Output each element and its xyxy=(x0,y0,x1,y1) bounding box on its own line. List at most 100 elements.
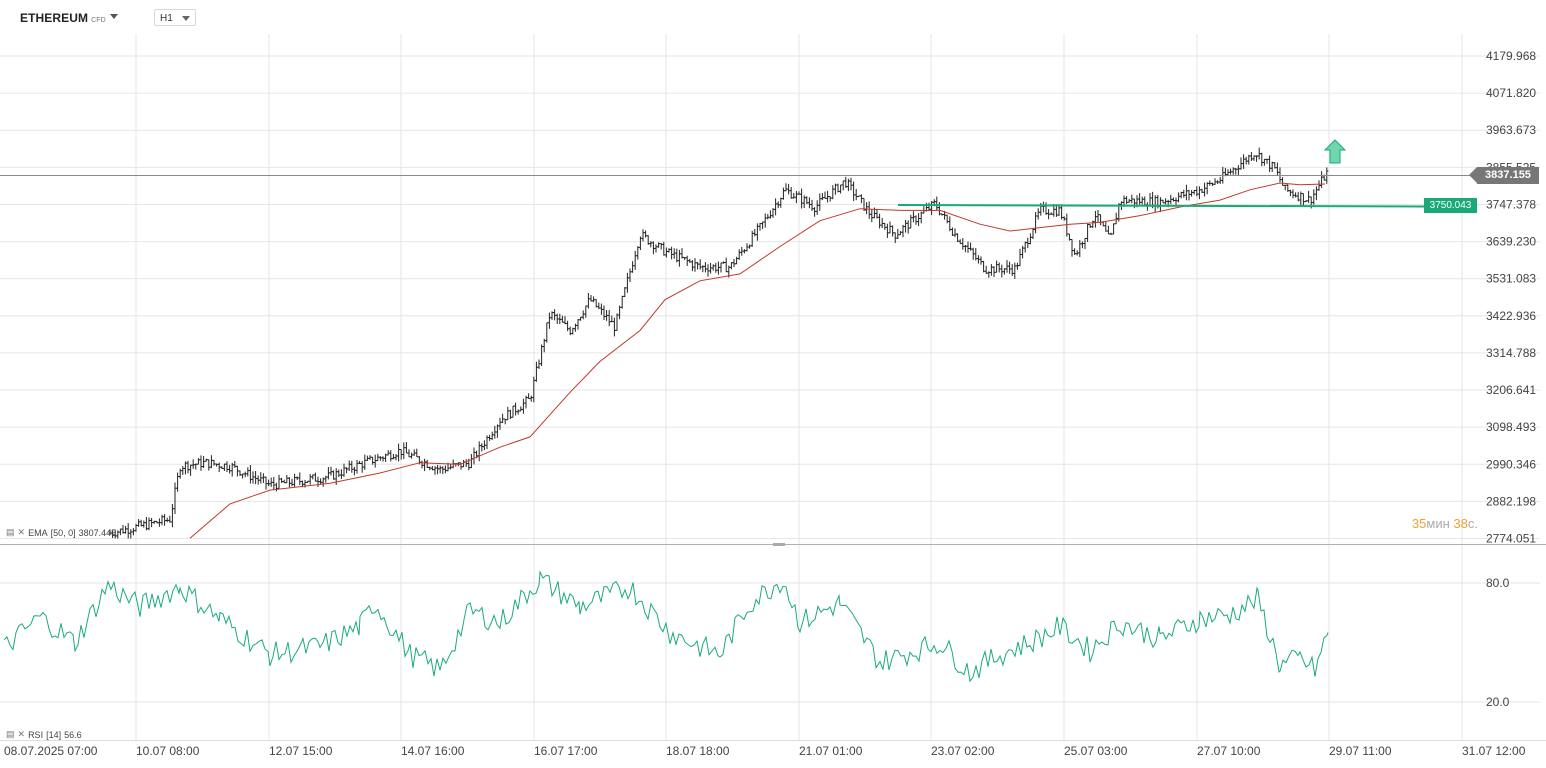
settings-icon[interactable]: ▤ xyxy=(6,729,15,739)
candle xyxy=(485,435,489,450)
candle xyxy=(995,260,999,273)
candle xyxy=(885,223,889,238)
candle xyxy=(896,228,900,240)
candle xyxy=(841,180,845,191)
candle xyxy=(742,249,746,254)
candle xyxy=(1205,182,1209,195)
candle xyxy=(155,520,159,524)
settings-icon[interactable]: ▤ xyxy=(6,527,15,537)
candle xyxy=(729,262,733,270)
close-icon[interactable]: ✕ xyxy=(17,729,26,739)
candle xyxy=(849,177,853,191)
candle xyxy=(248,465,252,484)
candle xyxy=(1236,165,1240,176)
candle xyxy=(875,208,879,219)
ema-value: 3807.445 xyxy=(78,527,117,538)
candle xyxy=(1091,220,1095,228)
candle xyxy=(823,191,827,199)
candle xyxy=(150,517,154,528)
horizontal-level-badge[interactable]: 3750.043 xyxy=(1424,198,1477,213)
symbol-selector[interactable]: ETHEREUM CFD xyxy=(20,11,106,25)
candle xyxy=(722,261,726,264)
chart-toolbar: ETHEREUM CFD H1 xyxy=(0,0,1546,34)
candle xyxy=(703,262,707,273)
candle xyxy=(433,466,437,475)
candle xyxy=(636,246,640,260)
candle xyxy=(589,294,593,302)
candle xyxy=(1114,212,1118,225)
candle xyxy=(781,187,785,200)
chevron-down-icon[interactable] xyxy=(110,14,118,19)
candle xyxy=(1010,264,1014,276)
candle xyxy=(542,338,546,353)
candle xyxy=(800,188,804,209)
candle xyxy=(1132,198,1136,209)
candle xyxy=(592,296,596,303)
candle xyxy=(1093,210,1097,228)
candle xyxy=(1286,184,1290,192)
horizontal-level-line xyxy=(897,204,1425,208)
candle xyxy=(631,261,635,273)
candle xyxy=(152,520,156,524)
price-axis-label: 3206.641 xyxy=(1486,383,1536,397)
candle xyxy=(597,302,601,310)
candle xyxy=(607,310,611,327)
candle xyxy=(922,206,926,214)
candle xyxy=(667,248,671,253)
candle xyxy=(807,197,811,209)
candle xyxy=(220,466,224,469)
candle xyxy=(696,262,700,270)
candle xyxy=(659,243,663,250)
rsi-line xyxy=(3,570,1329,683)
candle xyxy=(683,256,687,260)
candle xyxy=(706,264,710,277)
candle xyxy=(287,477,291,488)
candle xyxy=(586,292,590,309)
rsi-legend: ▤ ✕ RSI [14] 56.6 xyxy=(6,729,82,740)
time-axis-label: 23.07 02:00 xyxy=(931,744,995,758)
candle xyxy=(1086,223,1090,242)
candle xyxy=(774,198,778,216)
candle xyxy=(170,504,174,528)
candle xyxy=(761,221,765,230)
candle xyxy=(189,464,193,476)
candle xyxy=(573,323,577,332)
candle xyxy=(121,524,125,534)
candle xyxy=(680,248,684,259)
candle xyxy=(935,196,939,211)
candle xyxy=(1249,152,1253,161)
candle xyxy=(131,528,135,536)
candle xyxy=(553,309,557,321)
candle xyxy=(410,452,414,459)
candle xyxy=(319,478,323,484)
close-icon[interactable]: ✕ xyxy=(17,527,26,537)
price-axis-label: 2774.051 xyxy=(1486,532,1536,546)
candle xyxy=(407,449,411,458)
candle xyxy=(199,455,203,471)
candle xyxy=(363,454,367,470)
candle xyxy=(404,442,408,454)
candle xyxy=(571,327,575,335)
candle xyxy=(904,219,908,233)
candle xyxy=(878,213,882,229)
candle xyxy=(745,243,749,252)
candle xyxy=(1036,208,1040,220)
timer-seconds-unit: с. xyxy=(1467,516,1478,531)
rsi-level-label: 20.0 xyxy=(1486,695,1510,709)
candle xyxy=(818,193,822,211)
candle xyxy=(402,442,406,460)
timeframe-selector[interactable]: H1 xyxy=(154,9,196,26)
time-axis-label: 14.07 16:00 xyxy=(401,744,465,758)
candle xyxy=(545,322,549,343)
candle xyxy=(846,178,850,192)
candle xyxy=(664,247,668,258)
candle xyxy=(909,214,913,229)
arrow-up-icon xyxy=(1323,139,1347,164)
candle xyxy=(625,272,629,293)
candle xyxy=(173,482,177,515)
candle xyxy=(230,462,234,477)
candle xyxy=(1023,241,1027,253)
candle xyxy=(599,303,603,315)
candle xyxy=(828,196,832,202)
